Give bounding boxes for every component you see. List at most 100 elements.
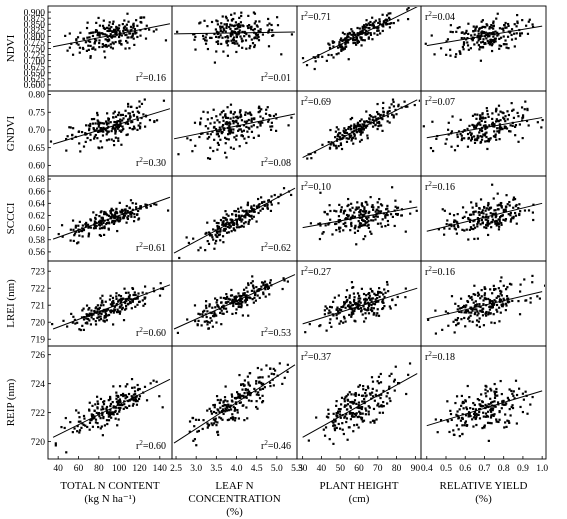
data-point — [354, 124, 357, 128]
data-point — [76, 430, 79, 433]
data-point — [112, 323, 115, 326]
data-point — [485, 131, 488, 134]
data-point — [113, 305, 116, 308]
data-point — [214, 233, 217, 236]
data-point — [92, 46, 95, 49]
data-point — [506, 396, 509, 399]
data-point — [235, 308, 238, 311]
data-point — [472, 220, 475, 223]
data-point — [353, 307, 356, 310]
data-point — [94, 421, 98, 424]
data-point — [450, 223, 453, 226]
data-point — [464, 420, 468, 423]
data-point — [86, 313, 90, 316]
data-point — [197, 319, 200, 322]
data-point — [247, 222, 250, 225]
data-point — [360, 418, 363, 421]
data-point — [95, 224, 98, 227]
data-point — [342, 229, 345, 232]
data-point — [117, 300, 120, 303]
points-group — [177, 103, 293, 160]
data-point — [199, 21, 202, 24]
data-point — [361, 205, 364, 208]
data-point — [498, 129, 501, 132]
data-point — [191, 150, 194, 153]
data-point — [206, 118, 209, 121]
data-point — [226, 44, 229, 47]
data-point — [376, 201, 379, 204]
data-point — [115, 302, 118, 306]
data-point — [337, 221, 340, 224]
data-point — [221, 235, 225, 238]
data-point — [479, 117, 482, 120]
data-point — [103, 314, 106, 318]
data-point — [455, 395, 459, 398]
x-tick-label: 140 — [153, 464, 168, 474]
data-point — [204, 300, 208, 303]
data-point — [328, 321, 331, 324]
data-point — [245, 121, 248, 124]
data-point — [478, 317, 481, 320]
data-point — [136, 383, 139, 387]
data-point — [335, 317, 338, 320]
data-point — [158, 294, 162, 297]
data-point — [345, 413, 348, 416]
y-tick-label: 0.80 — [28, 91, 45, 101]
data-point — [141, 291, 144, 294]
data-point — [222, 412, 225, 416]
data-point — [133, 127, 136, 130]
data-point — [385, 280, 389, 284]
data-point — [82, 228, 86, 232]
data-point — [491, 413, 494, 416]
data-point — [358, 384, 362, 387]
data-point — [456, 317, 460, 320]
data-point — [162, 99, 166, 102]
data-point — [260, 383, 263, 386]
data-point — [361, 210, 364, 213]
data-point — [478, 48, 481, 51]
data-point — [514, 134, 517, 137]
data-point — [508, 31, 512, 34]
data-point — [226, 400, 229, 403]
data-point — [319, 224, 322, 227]
data-point — [392, 21, 395, 25]
data-point — [243, 294, 246, 297]
data-point — [228, 124, 231, 127]
data-point — [117, 418, 120, 421]
data-point — [353, 401, 356, 404]
data-point — [470, 34, 473, 37]
data-point — [132, 125, 136, 128]
data-point — [224, 297, 227, 300]
data-point — [489, 137, 492, 140]
data-point — [326, 212, 329, 216]
data-point — [253, 290, 256, 293]
data-point — [110, 35, 113, 39]
data-point — [193, 33, 196, 36]
data-point — [244, 216, 247, 219]
data-point — [504, 219, 507, 222]
data-point — [77, 411, 80, 414]
data-point — [379, 396, 382, 400]
data-point — [257, 376, 260, 379]
data-point — [109, 294, 112, 297]
data-point — [357, 40, 361, 43]
panel-r0-c1: r2=0.01 — [171, 5, 298, 92]
data-point — [477, 211, 480, 214]
data-point — [364, 407, 367, 410]
data-point — [202, 110, 205, 113]
data-point — [465, 304, 468, 307]
data-point — [365, 110, 368, 113]
data-point — [349, 37, 352, 40]
data-point — [477, 320, 480, 323]
data-point — [110, 138, 113, 141]
data-point — [528, 18, 531, 21]
data-point — [490, 389, 493, 392]
data-point — [479, 305, 482, 309]
data-point — [344, 37, 347, 41]
data-point — [480, 295, 483, 298]
data-point — [241, 24, 244, 27]
data-point — [355, 243, 358, 246]
data-point — [481, 135, 484, 138]
data-point — [327, 223, 330, 226]
data-point — [493, 37, 496, 40]
